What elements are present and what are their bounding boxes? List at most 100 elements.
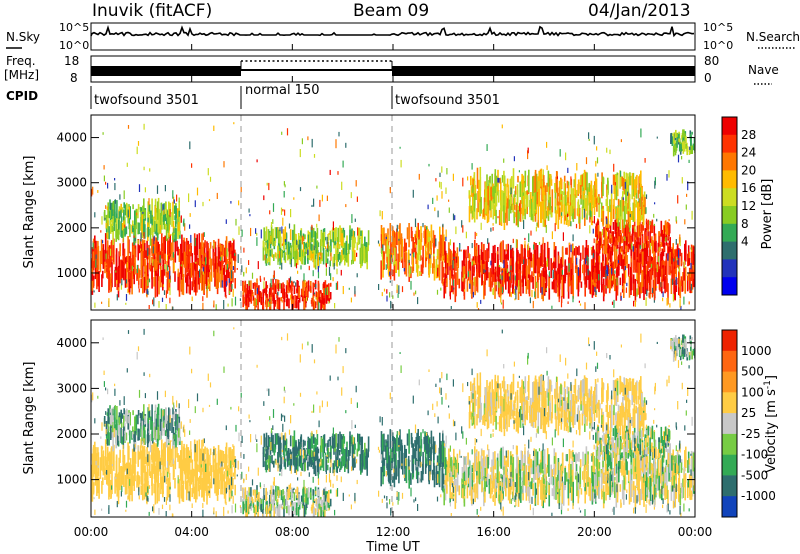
scatter-noise	[419, 242, 421, 246]
scatter-noise	[565, 152, 567, 161]
scatter-column	[600, 266, 603, 285]
scatter-column	[129, 224, 131, 238]
scatter-noise	[497, 216, 499, 219]
scatter-noise	[337, 241, 339, 249]
scatter-noise	[464, 274, 466, 279]
scatter-column	[165, 201, 167, 217]
scatter-noise	[418, 173, 420, 180]
scatter-noise	[202, 232, 204, 241]
scatter-noise	[593, 216, 595, 224]
scatter-column	[321, 252, 324, 262]
scatter-noise	[535, 226, 537, 232]
scatter-column	[676, 137, 678, 148]
scatter-column	[178, 428, 180, 438]
scatter-column	[185, 444, 188, 463]
scatter-column	[389, 223, 392, 243]
scatter-column	[517, 210, 519, 228]
scatter-column	[175, 208, 177, 224]
nsearch-tick-high: 10^5	[703, 21, 733, 34]
scatter-noise	[307, 249, 309, 256]
scatter-column	[478, 202, 481, 217]
scatter-noise	[148, 305, 150, 309]
scatter-noise	[495, 281, 497, 286]
scatter-column	[686, 146, 689, 152]
scatter-column	[333, 228, 336, 242]
scatter-column	[643, 191, 646, 201]
scatter-column	[335, 449, 337, 467]
scatter-column	[249, 498, 251, 504]
scatter-column	[178, 407, 180, 423]
scatter-noise	[485, 271, 487, 275]
cpid-segment-3: twofsound 3501	[395, 93, 500, 108]
scatter-column	[576, 265, 578, 290]
scatter-column	[226, 476, 228, 493]
scatter-noise	[180, 264, 182, 267]
scatter-column	[640, 282, 642, 294]
scatter-column	[512, 168, 515, 189]
scatter-column	[621, 236, 624, 243]
scatter-column	[140, 210, 143, 221]
scatter-column	[667, 283, 669, 299]
scatter-noise	[570, 244, 572, 253]
scatter-column	[323, 438, 325, 454]
scatter-noise	[653, 213, 655, 218]
scatter-column	[309, 236, 312, 254]
scatter-column	[615, 231, 617, 247]
scatter-column	[592, 285, 595, 296]
scatter-column	[123, 209, 125, 228]
scatter-column	[137, 410, 140, 416]
scatter-column	[433, 256, 435, 268]
scatter-noise	[220, 256, 222, 262]
scatter-noise	[238, 226, 240, 235]
scatter-column	[125, 463, 127, 471]
scatter-column	[245, 301, 247, 310]
scatter-noise	[503, 158, 505, 163]
scatter-column	[426, 227, 428, 244]
scatter-column	[128, 206, 130, 219]
scatter-column	[185, 238, 188, 257]
scatter-column	[120, 221, 122, 237]
scatter-noise	[451, 276, 454, 281]
scatter-column	[102, 270, 104, 279]
scatter-column	[123, 221, 125, 235]
scatter-column	[683, 262, 685, 281]
scatter-column	[300, 249, 303, 264]
scatter-column	[297, 299, 300, 310]
scatter-noise	[389, 292, 391, 298]
scatter-column	[680, 255, 683, 267]
scatter-column	[477, 255, 480, 277]
scatter-column	[103, 416, 106, 427]
scatter-column	[167, 444, 169, 469]
scatter-column	[612, 222, 615, 230]
scatter-column	[382, 465, 384, 485]
scatter-noise	[471, 243, 473, 249]
scatter-column	[196, 273, 198, 293]
scatter-column	[324, 491, 326, 498]
scatter-column	[359, 454, 362, 471]
power-colorbar-tick: 8	[741, 217, 749, 231]
scatter-noise	[116, 294, 118, 301]
scatter-noise	[524, 240, 526, 249]
scatter-column	[463, 275, 466, 300]
scatter-column	[193, 279, 196, 293]
scatter-noise	[213, 125, 215, 131]
scatter-noise	[614, 259, 617, 268]
scatter-noise	[124, 224, 126, 228]
scatter-column	[470, 175, 472, 186]
scatter-noise	[336, 268, 338, 275]
scatter-noise	[609, 245, 611, 249]
scatter-column	[547, 170, 550, 187]
colorbar-segment	[722, 170, 737, 189]
scatter-column	[524, 244, 526, 268]
scatter-column	[275, 227, 278, 239]
scatter-noise	[164, 264, 166, 273]
scatter-column	[357, 227, 360, 245]
scatter-column	[304, 462, 306, 472]
scatter-column	[487, 200, 490, 220]
scatter-noise	[596, 146, 598, 151]
scatter-column	[365, 448, 368, 454]
scatter-column	[196, 237, 198, 260]
scatter-column	[635, 199, 637, 208]
scatter-column	[154, 411, 157, 426]
